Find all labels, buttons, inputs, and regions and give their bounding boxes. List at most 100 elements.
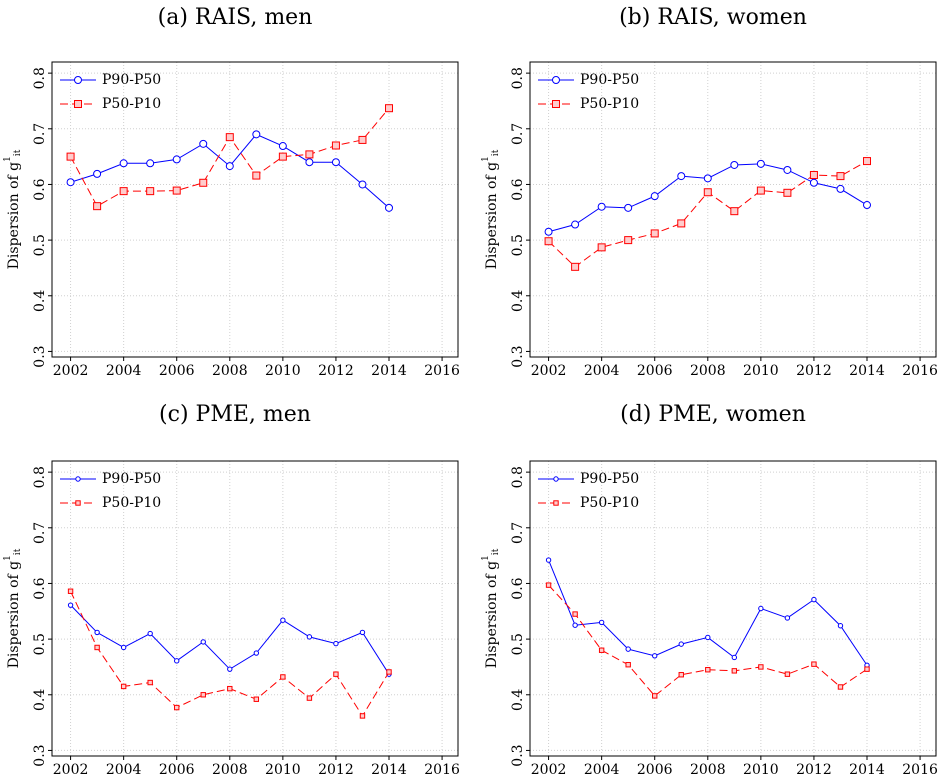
marker [703,174,712,183]
marker [863,157,872,166]
marker [225,162,234,171]
plot-frame [51,61,459,358]
marker [730,207,739,216]
marker [652,693,658,699]
y-axis-label-text: Dispersion of g [484,162,500,269]
x-tick-label: 2004 [106,363,142,379]
marker [863,201,872,210]
legend-label: P50-P10 [580,96,639,112]
marker [174,658,180,664]
marker [278,152,287,161]
x-tick-label: 2010 [265,363,301,379]
y-tick-label: 0.7 [510,123,526,145]
y-axis-label-sup: 1 [3,555,13,561]
series-line [70,133,390,209]
x-tick-label: 2002 [531,363,567,379]
marker [705,634,711,641]
y-axis-label: Dispersion of g1it [3,548,23,668]
legend-marker [74,100,82,108]
marker [225,133,234,142]
x-tick-label: 2010 [743,762,779,778]
panel-title: (a) RAIS, men [158,5,313,30]
x-tick-label: 2014 [371,762,407,778]
marker [227,666,233,672]
marker [650,192,659,201]
marker [146,187,155,196]
y-tick-label: 0.5 [32,633,48,655]
y-axis-label: Dispersion of g1it [481,149,501,269]
marker [650,229,659,238]
marker [783,165,792,174]
marker [677,219,686,228]
marker [624,203,633,212]
y-tick-label: 0.6 [32,178,48,200]
y-tick-label: 0.6 [510,577,526,599]
marker [331,141,340,150]
y-tick-label: 0.8 [510,466,526,488]
marker [678,672,684,678]
marker [652,653,658,659]
marker [253,696,260,702]
marker [359,713,366,719]
marker [836,172,845,181]
marker [66,178,75,187]
marker [571,262,580,271]
marker [544,237,553,246]
marker [625,646,631,652]
marker [677,172,686,181]
marker [199,139,208,148]
marker [784,671,791,677]
marker [119,187,128,196]
marker [253,650,260,656]
x-tick-label: 2006 [637,363,673,379]
legend-marker [552,100,560,108]
marker [597,243,606,252]
plot-frame [529,61,937,358]
y-tick-label: 0.4 [32,290,48,312]
marker [385,203,394,212]
marker [758,664,764,670]
x-tick-label: 2016 [424,762,460,778]
x-tick-label: 2012 [796,762,832,778]
y-tick-label: 0.6 [510,178,526,200]
marker [545,557,552,563]
marker [252,171,261,180]
marker [199,178,208,187]
x-tick-label: 2004 [584,363,620,379]
marker [120,683,127,690]
x-tick-label: 2016 [902,762,938,778]
marker [678,641,684,647]
y-tick-label: 0.8 [32,67,48,89]
x-tick-label: 2008 [690,762,726,778]
marker [172,186,181,195]
panel-title: (c) PME, men [159,402,311,427]
legend-label: P50-P10 [102,96,161,112]
y-tick-label: 0.5 [32,234,48,256]
x-tick-label: 2010 [743,363,779,379]
marker [730,160,739,169]
marker [172,155,181,164]
marker [93,169,102,178]
y-tick-label: 0.6 [32,577,48,599]
marker [731,668,738,674]
y-tick-label: 0.8 [510,67,526,89]
y-tick-label: 0.3 [510,345,526,367]
marker [200,639,206,645]
marker [625,662,631,668]
x-tick-label: 2016 [902,363,938,379]
legend-marker [553,476,559,482]
y-axis-label-sub: it [491,548,501,555]
legend-marker [75,500,81,506]
series-line [70,604,390,675]
marker [119,159,128,168]
marker [280,674,286,680]
x-tick-label: 2006 [159,762,195,778]
marker [545,582,552,588]
x-tick-label: 2012 [318,762,354,778]
marker [572,611,578,617]
x-tick-label: 2002 [53,762,89,778]
marker [94,629,100,636]
legend-label: P90-P50 [102,471,161,487]
marker [227,685,233,692]
legend-marker [553,500,559,506]
